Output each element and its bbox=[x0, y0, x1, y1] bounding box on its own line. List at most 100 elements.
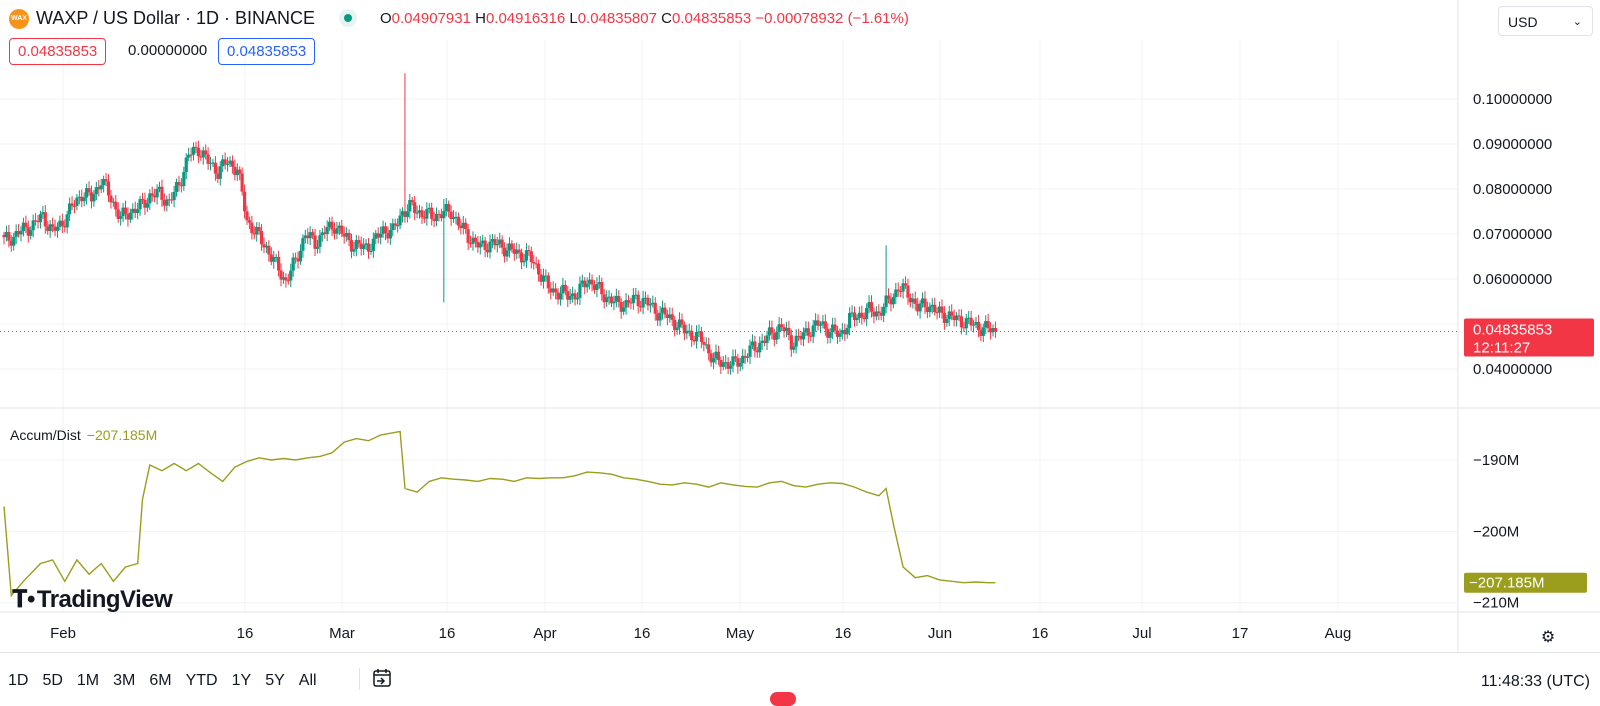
candle-body bbox=[602, 294, 606, 303]
candle-body bbox=[148, 193, 152, 204]
candle-body bbox=[298, 250, 303, 262]
candle-body bbox=[942, 312, 947, 324]
utc-clock[interactable]: 11:48:33 (UTC) bbox=[1480, 673, 1590, 690]
chevron-down-icon: ⌄ bbox=[1572, 16, 1582, 28]
close-label: C bbox=[661, 10, 672, 27]
settings-icon[interactable]: ⚙ bbox=[1540, 629, 1556, 646]
candle-body bbox=[891, 297, 895, 305]
candle-body bbox=[485, 249, 490, 253]
range-6m[interactable]: 6M bbox=[149, 672, 172, 689]
candle-body bbox=[189, 154, 193, 156]
candle-body bbox=[21, 222, 26, 231]
range-5y[interactable]: 5Y bbox=[265, 672, 285, 689]
candle-body bbox=[743, 355, 747, 358]
candle-body bbox=[801, 332, 806, 340]
time-axis-tick: Aug bbox=[1325, 625, 1352, 642]
ohlc-readout: O0.04907931 H0.04916316 L0.04835807 C0.0… bbox=[380, 10, 909, 27]
range-1m[interactable]: 1M bbox=[76, 672, 100, 689]
candle-body bbox=[709, 353, 713, 363]
candle-body bbox=[221, 159, 225, 167]
candle-body bbox=[109, 195, 113, 203]
candle-body bbox=[242, 191, 247, 212]
candle-body bbox=[60, 220, 64, 226]
indicator-axis-tick: −210M bbox=[1473, 595, 1519, 612]
candle-body bbox=[498, 239, 502, 245]
candle-body bbox=[826, 328, 830, 338]
time-axis-tick: 16 bbox=[237, 625, 254, 642]
candle-body bbox=[677, 319, 682, 328]
candle-body bbox=[947, 311, 951, 319]
candle-body bbox=[848, 313, 852, 329]
currency-value: USD bbox=[1508, 14, 1538, 30]
go-to-date-icon[interactable] bbox=[371, 667, 393, 689]
candle-body bbox=[869, 302, 874, 312]
candle-body bbox=[165, 199, 169, 206]
range-1y[interactable]: 1Y bbox=[231, 672, 252, 689]
candle-body bbox=[383, 226, 388, 233]
candle-body bbox=[578, 283, 582, 298]
candle-body bbox=[369, 250, 373, 252]
candle-body bbox=[852, 312, 857, 321]
candle-body bbox=[814, 320, 818, 326]
candle-body bbox=[658, 312, 662, 321]
candle-body bbox=[70, 203, 74, 206]
notification-tab[interactable] bbox=[770, 692, 796, 706]
symbol-title[interactable]: WAXP / US Dollar · 1D · BINANCE bbox=[36, 8, 316, 28]
tradingview-logo[interactable]: 𝐓•TradingView bbox=[12, 586, 173, 614]
candle-body bbox=[561, 284, 565, 294]
candle-body bbox=[337, 225, 341, 229]
candle-body bbox=[126, 213, 130, 220]
candle-body bbox=[157, 186, 162, 189]
candle-body bbox=[211, 162, 215, 164]
candle-body bbox=[464, 222, 468, 230]
candle-body bbox=[191, 146, 196, 155]
range-ytd[interactable]: YTD bbox=[185, 672, 218, 689]
candle-body bbox=[162, 199, 166, 206]
candle-body bbox=[99, 185, 103, 190]
time-axis-tick: 17 bbox=[1232, 625, 1249, 642]
candle-body bbox=[971, 324, 976, 326]
candle-body bbox=[82, 197, 86, 202]
candle-body bbox=[386, 232, 390, 239]
last-price-label-bg bbox=[1464, 318, 1594, 357]
candle-body bbox=[843, 330, 847, 335]
candle-body bbox=[471, 237, 475, 244]
candle-body bbox=[726, 362, 730, 369]
candle-body bbox=[918, 303, 922, 312]
candle-body bbox=[476, 241, 480, 248]
candle-body bbox=[400, 211, 405, 216]
range-all[interactable]: All bbox=[298, 672, 317, 689]
candle-body bbox=[646, 297, 650, 306]
range-5d[interactable]: 5D bbox=[42, 672, 63, 689]
candle-body bbox=[405, 211, 409, 218]
candle-body bbox=[276, 256, 281, 271]
low-label: L bbox=[569, 10, 578, 27]
candle-body bbox=[687, 330, 691, 332]
buy-price-button[interactable]: 0.04835853 bbox=[218, 38, 316, 65]
candle-body bbox=[903, 283, 908, 286]
candle-body bbox=[777, 324, 781, 332]
sell-price-button[interactable]: 0.04835853 bbox=[9, 38, 107, 65]
candle-body bbox=[648, 304, 652, 306]
candle-body bbox=[264, 245, 269, 248]
high-value: 0.04916316 bbox=[485, 10, 566, 27]
indicator-legend[interactable]: Accum/Dist −207.185M bbox=[10, 427, 157, 443]
candle-body bbox=[473, 237, 478, 242]
candle-body bbox=[850, 312, 854, 314]
candle-body bbox=[512, 249, 516, 254]
candle-body bbox=[626, 300, 631, 303]
range-3m[interactable]: 3M bbox=[113, 672, 136, 689]
candle-body bbox=[9, 240, 13, 246]
candle-body bbox=[391, 223, 395, 230]
candle-body bbox=[549, 288, 553, 293]
range-1d[interactable]: 1D bbox=[8, 672, 29, 689]
currency-select[interactable]: USD ⌄ bbox=[1498, 6, 1593, 36]
candle-body bbox=[366, 243, 371, 252]
price-axis-tick: 0.06000000 bbox=[1473, 271, 1552, 288]
candle-body bbox=[556, 292, 560, 300]
candle-body bbox=[483, 240, 487, 250]
candle-body bbox=[957, 315, 961, 317]
candle-body bbox=[622, 307, 626, 312]
waxp-logo: WAX bbox=[9, 9, 29, 29]
